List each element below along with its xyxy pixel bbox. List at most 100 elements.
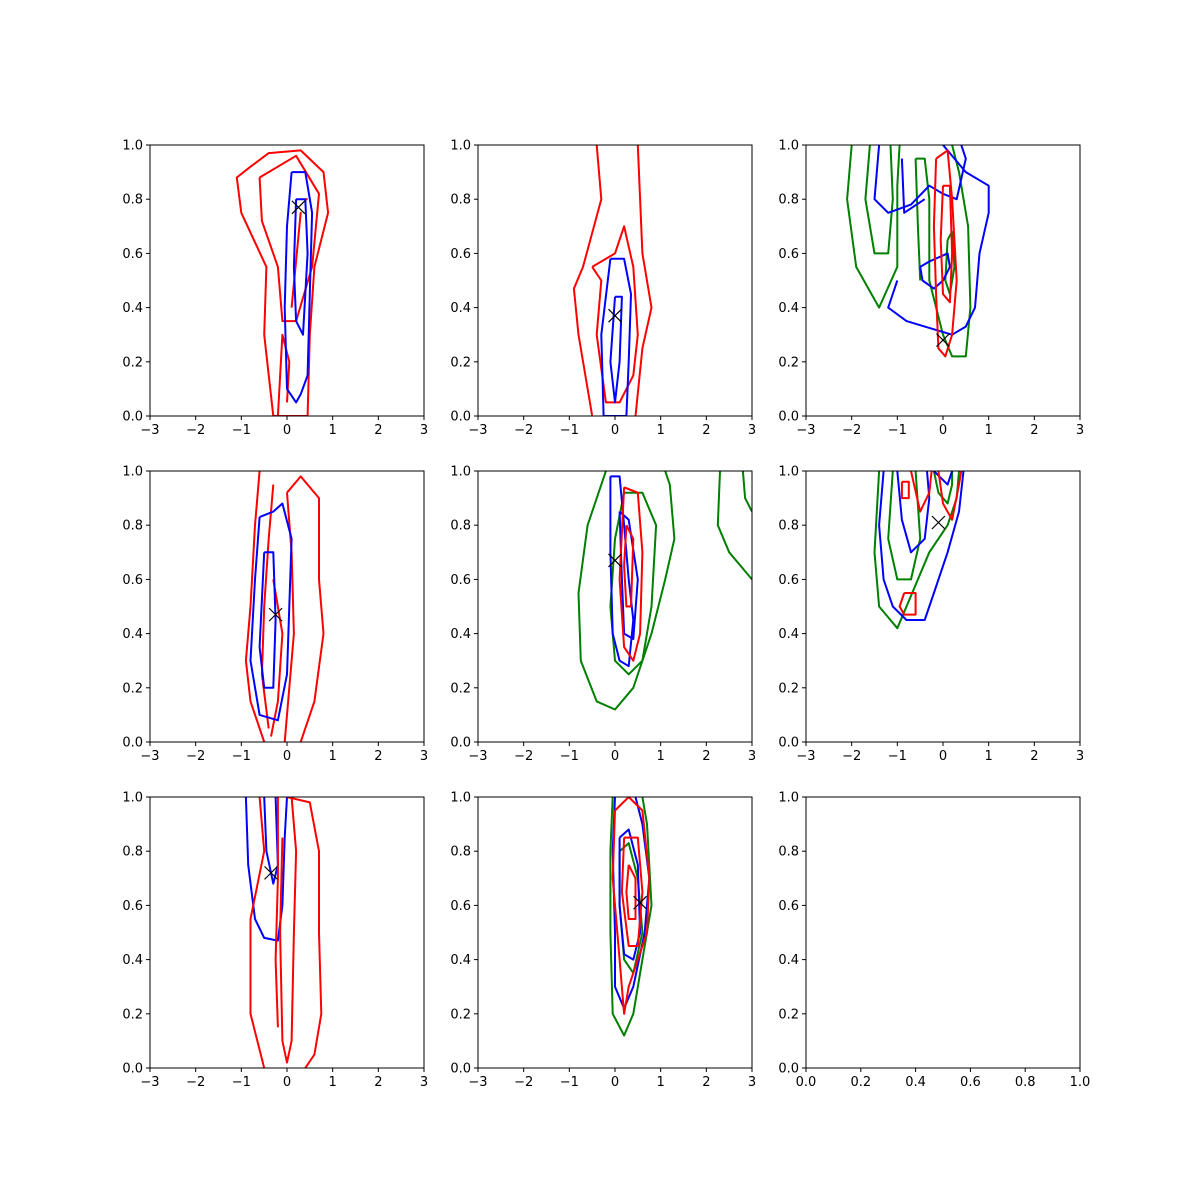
subplot-6: −3 −2 −1 0 1 2 3 0.0 0.2 0.4 0.6 0.8 1.0 (778, 465, 1084, 765)
blue-contour-line (292, 198, 309, 336)
x-tick-label: 3 (748, 749, 756, 764)
axes-frame (149, 796, 425, 1069)
contour-group (577, 471, 752, 711)
contour-group (244, 797, 323, 1068)
y-tick-label: 0.6 (778, 573, 799, 588)
red-contour-line (898, 592, 917, 616)
red-contour-line (274, 797, 279, 1028)
x-tick-label: 0 (939, 749, 947, 764)
x-tick-label: 0 (611, 749, 619, 764)
green-contour-line (887, 471, 922, 581)
x-tick-label: 3 (748, 423, 756, 438)
x-tick-label: −2 (514, 423, 533, 438)
y-tick-label: 0.6 (450, 573, 471, 588)
red-contour-line (620, 836, 644, 947)
x-tick-label: 0.8 (1015, 1075, 1036, 1090)
green-contour-line (609, 797, 653, 1037)
y-tick-label: 0.0 (122, 410, 143, 425)
blue-contour-line (887, 145, 990, 336)
red-contour-line (625, 864, 637, 920)
y-tick-label: 0.6 (450, 899, 471, 914)
y-tick-label: 0.6 (778, 247, 799, 262)
y-tick-label: 0.0 (122, 1062, 143, 1077)
x-marker (633, 895, 648, 910)
x-tick-label: −2 (186, 1075, 205, 1090)
y-tick-label: 0.8 (122, 519, 143, 534)
blue-contour-line (873, 145, 967, 214)
red-contour-line (244, 471, 266, 742)
subplot-1: −3 −2 −1 0 1 2 3 0.0 0.2 0.4 0.6 0.8 1.0 (122, 139, 428, 439)
blue-contour-line (600, 257, 632, 416)
x-tick-label: 0.2 (850, 1075, 871, 1090)
green-contour-line (915, 145, 972, 358)
y-tick-label: 1.0 (450, 465, 471, 480)
blue-contour-line (263, 797, 279, 885)
x-tick-label: 1 (657, 423, 665, 438)
red-contour-line (618, 486, 644, 662)
blue-contour-line (609, 295, 623, 404)
y-tick-label: 0.2 (122, 355, 143, 370)
axes-frame (149, 470, 425, 743)
x-tick-label: −3 (140, 749, 159, 764)
x-tick-label: 1 (985, 423, 993, 438)
x-tick-label: 1 (985, 749, 993, 764)
y-tick-label: 1.0 (778, 791, 799, 806)
x-tick-label: −3 (796, 749, 815, 764)
x-marker (291, 200, 306, 215)
x-tick-label: 0 (283, 423, 291, 438)
blue-contour-line (618, 510, 639, 640)
x-tick-label: 3 (420, 749, 428, 764)
green-contour-line (932, 471, 954, 505)
y-tick-label: 0.0 (778, 1062, 799, 1077)
y-tick-label: 0.2 (450, 1007, 471, 1022)
x-tick-label: −1 (232, 423, 251, 438)
red-contour-line (910, 471, 933, 513)
red-contour-line (235, 149, 330, 416)
x-marker (608, 308, 622, 323)
y-tick-label: 1.0 (450, 139, 471, 154)
subplot-4: −3 −2 −1 0 1 2 3 0.0 0.2 0.4 0.6 0.8 1.0 (122, 465, 428, 765)
y-tick-label: 0.2 (450, 355, 471, 370)
green-contour-line (716, 471, 752, 581)
subplot-5: −3 −2 −1 0 1 2 3 0.0 0.2 0.4 0.6 0.8 1.0 (450, 465, 756, 765)
x-marker (264, 865, 278, 880)
red-contour-line (249, 797, 266, 1068)
y-tick-label: 0.2 (778, 355, 799, 370)
subplot-2: −3 −2 −1 0 1 2 3 0.0 0.2 0.4 0.6 0.8 1.0 (450, 139, 756, 439)
x-tick-label: −3 (796, 423, 815, 438)
y-tick-label: 0.0 (778, 736, 799, 751)
subplot-8: −3 −2 −1 0 1 2 3 0.0 0.2 0.4 0.6 0.8 1.0 (450, 791, 756, 1091)
x-tick-label: −2 (842, 423, 861, 438)
axes-frame (805, 796, 1081, 1069)
x-tick-label: 0 (283, 749, 291, 764)
x-tick-label: 3 (420, 1075, 428, 1090)
y-tick-label: 0.6 (122, 573, 143, 588)
y-tick-label: 0.4 (450, 627, 471, 642)
y-tick-label: 0.0 (778, 410, 799, 425)
y-tick-label: 1.0 (122, 139, 143, 154)
y-tick-label: 0.8 (778, 193, 799, 208)
red-contour-line (286, 475, 325, 742)
y-tick-label: 0.4 (122, 627, 143, 642)
y-tick-label: 0.8 (778, 845, 799, 860)
red-contour-line (270, 579, 284, 737)
y-tick-label: 0.0 (450, 1062, 471, 1077)
y-tick-label: 0.4 (450, 953, 471, 968)
y-tick-label: 0.4 (778, 301, 799, 316)
red-contour-line (260, 484, 275, 729)
y-tick-label: 1.0 (122, 791, 143, 806)
red-contour-line (286, 797, 323, 1068)
x-tick-label: −2 (842, 749, 861, 764)
y-tick-label: 0.2 (122, 681, 143, 696)
x-marker (268, 607, 283, 622)
x-tick-label: 3 (748, 1075, 756, 1090)
x-tick-label: 0 (283, 1075, 291, 1090)
x-tick-label: −3 (140, 423, 159, 438)
x-tick-label: 2 (1030, 749, 1038, 764)
y-tick-label: 0.6 (122, 899, 143, 914)
x-tick-label: 1 (657, 1075, 665, 1090)
y-tick-label: 1.0 (122, 465, 143, 480)
x-marker (931, 515, 946, 530)
green-contour-line (609, 491, 658, 676)
green-contour-line (914, 158, 922, 281)
